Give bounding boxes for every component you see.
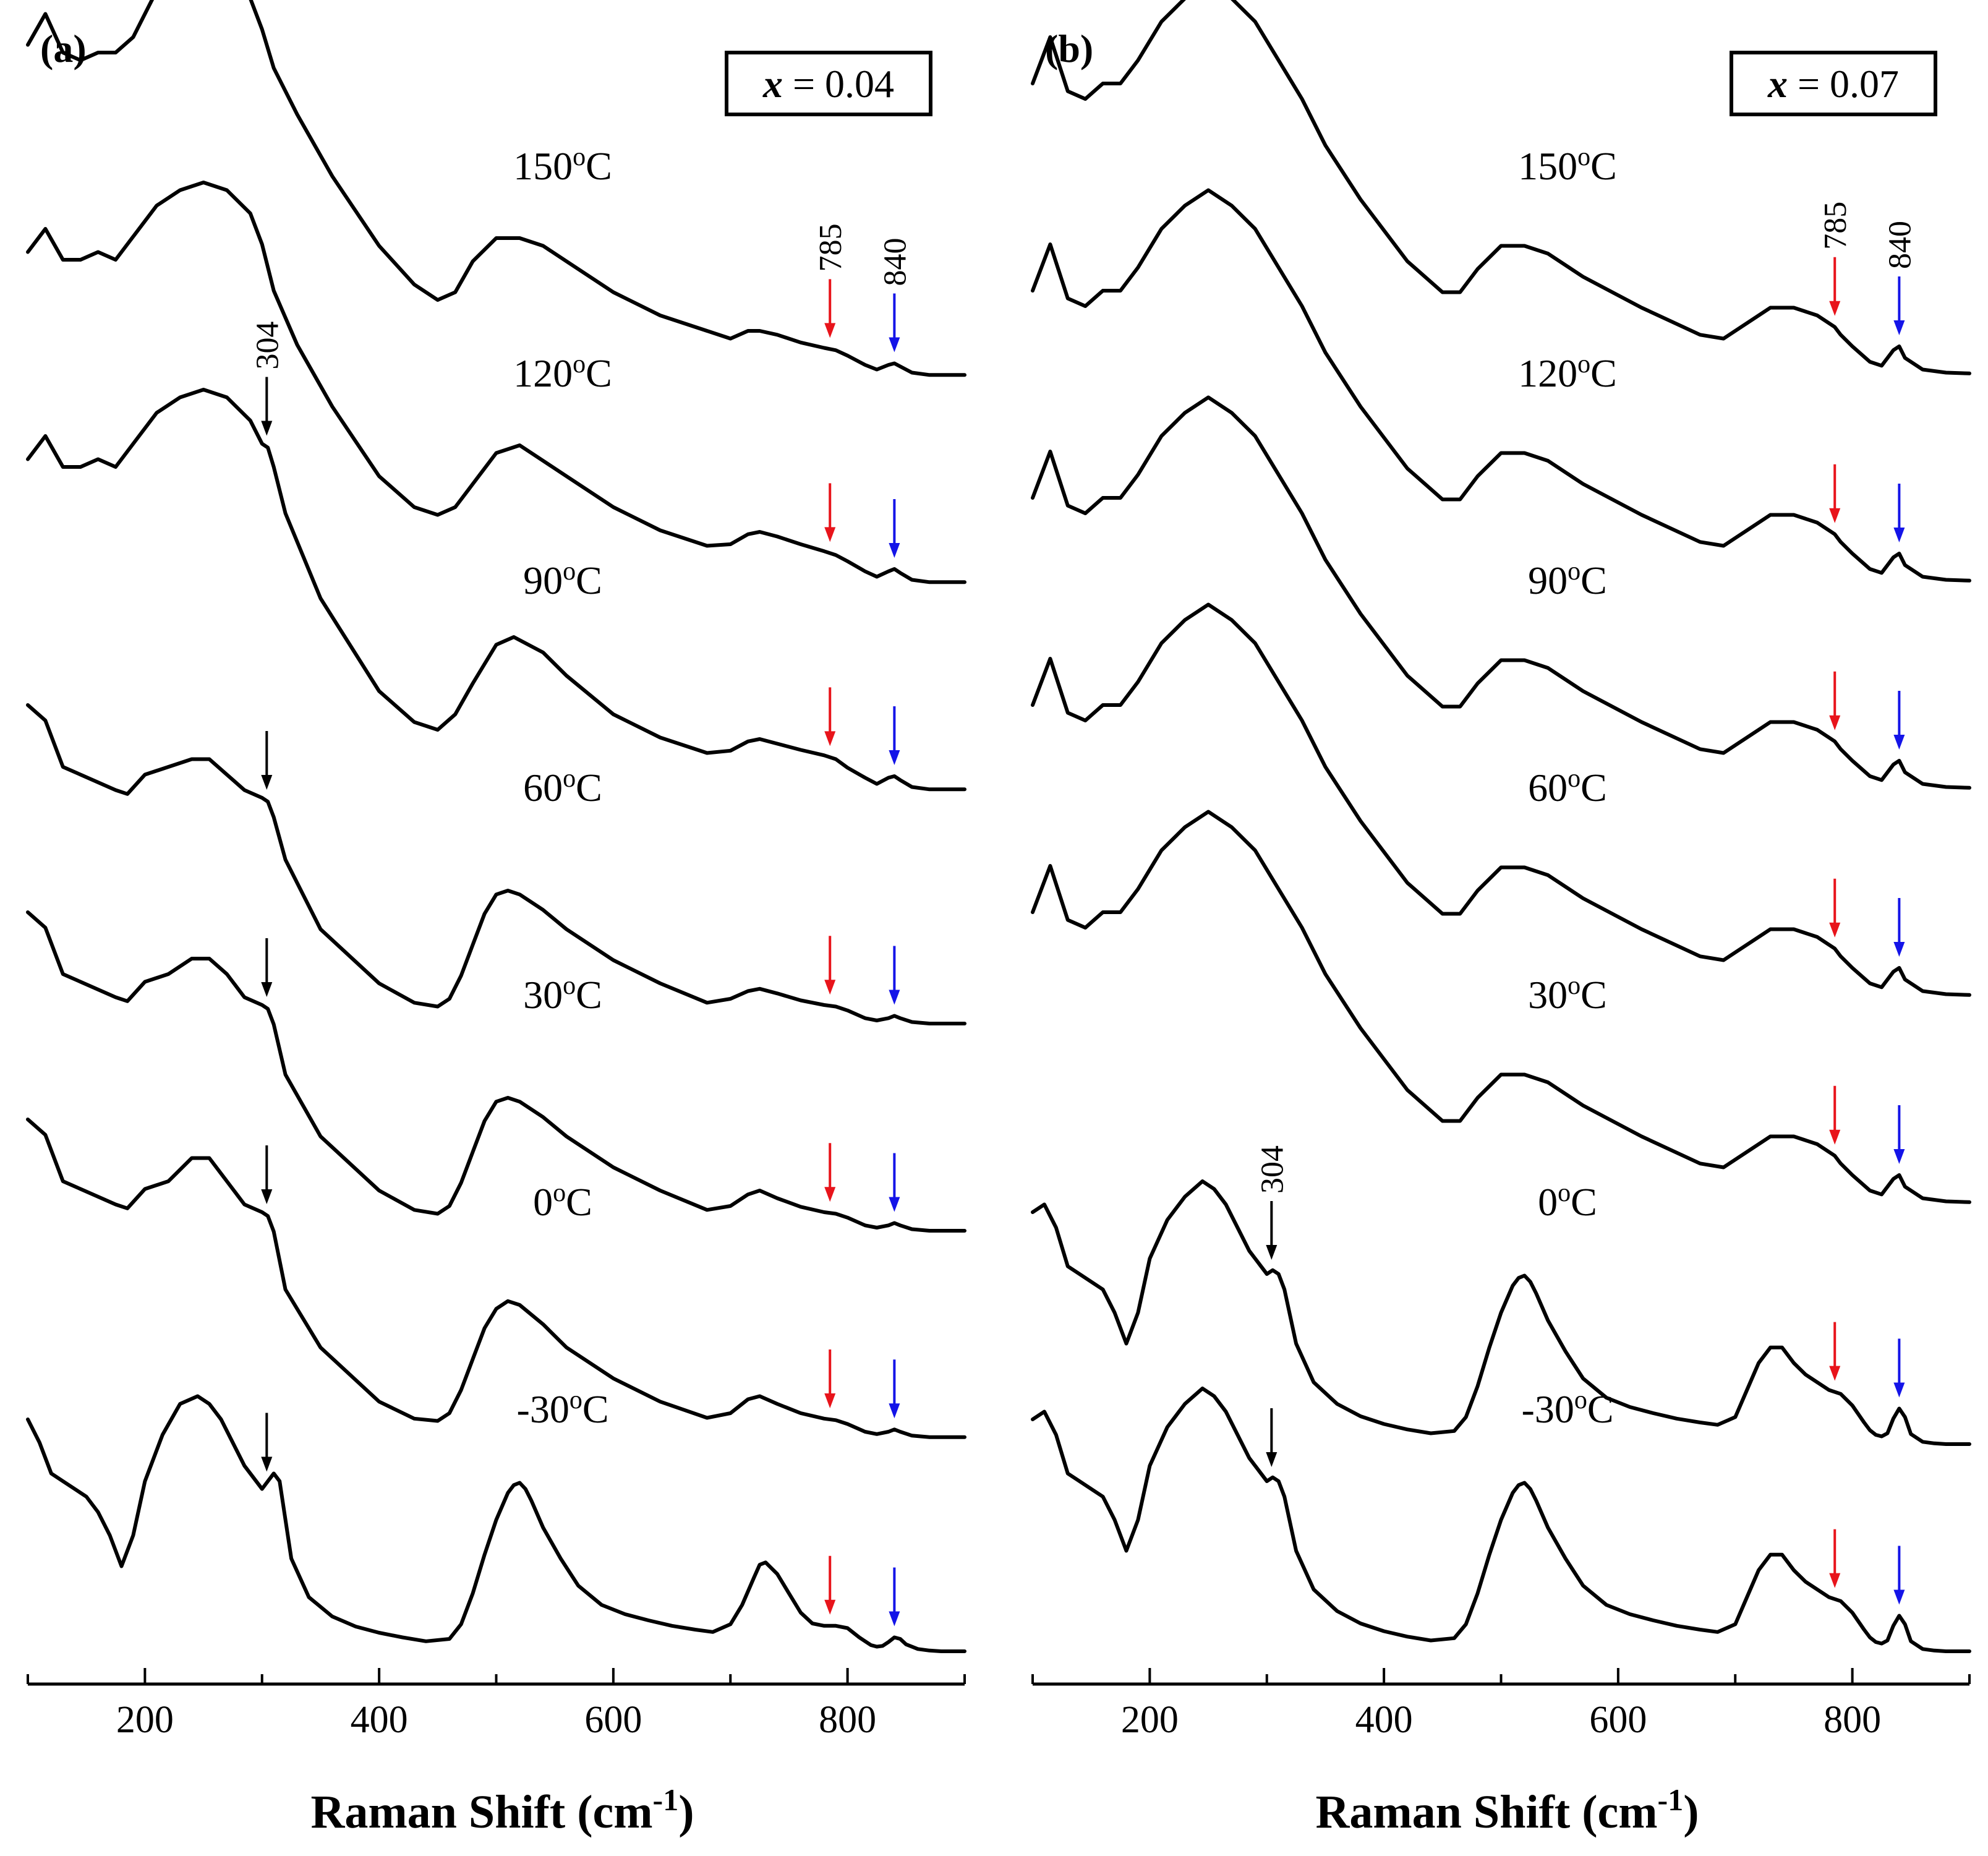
x-tick-label: 800 [1824, 1699, 1881, 1741]
peak-arrowhead-840 [889, 337, 900, 353]
trace--30oC [26, 1394, 966, 1653]
panel-b: (b)x = 0.07150oC120oC90oC60oC30oC0oC-30o… [1031, 0, 1971, 1838]
trace-60oC [1031, 602, 1971, 997]
temp-label: 90oC [523, 557, 602, 602]
temp-label: 90oC [1528, 557, 1607, 602]
temp-label: 60oC [523, 764, 602, 810]
temp-label: 0oC [1538, 1179, 1597, 1224]
peak-arrowhead-840 [889, 1197, 900, 1212]
peak-label-304: 304 [250, 322, 285, 370]
legend-value: = 0.04 [783, 62, 894, 106]
peak-arrowhead-840 [889, 990, 900, 1005]
peak-label-840: 840 [877, 238, 913, 286]
temp-label: -30oC [1522, 1386, 1614, 1431]
peak-arrowhead-785 [1829, 922, 1841, 938]
x-tick-label: 400 [1355, 1699, 1413, 1741]
peak-arrowhead-785 [1829, 715, 1841, 730]
x-tick-label: 200 [1121, 1699, 1179, 1741]
temp-label: 30oC [1528, 972, 1607, 1017]
peak-arrowhead-840 [889, 750, 900, 765]
legend-box [1730, 51, 1937, 116]
legend-value: = 0.07 [1788, 62, 1899, 106]
peak-arrowhead-304 [261, 982, 273, 997]
trace-120oC [1031, 188, 1971, 583]
temp-label: 150oC [1518, 143, 1617, 188]
legend-text: x = 0.07 [1767, 62, 1899, 106]
x-tick-label: 600 [1589, 1699, 1647, 1741]
peak-label-840: 840 [1882, 221, 1918, 269]
peak-arrowhead-304 [1266, 1245, 1278, 1260]
peak-arrowhead-785 [1829, 1366, 1841, 1381]
peak-arrowhead-304 [261, 775, 273, 790]
panel-label: (a) [40, 27, 87, 71]
legend-box [725, 51, 932, 116]
peak-arrowhead-840 [1893, 735, 1905, 750]
peak-arrowhead-785 [824, 1187, 836, 1202]
trace-120oC [26, 181, 966, 584]
x-tick-label: 400 [351, 1699, 408, 1741]
peak-label-785: 785 [1818, 202, 1853, 250]
peak-arrowhead-785 [824, 323, 836, 338]
trace-150oC [1031, 0, 1971, 375]
x-tick-label: 200 [116, 1699, 174, 1741]
x-tick-label: 600 [584, 1699, 642, 1741]
peak-arrowhead-785 [824, 980, 836, 995]
x-axis-title: Raman Shift (cm-1) [1315, 1782, 1699, 1838]
peak-arrowhead-785 [824, 731, 836, 746]
peak-label-785: 785 [813, 223, 848, 272]
legend-variable: x [762, 62, 783, 106]
peak-label-304: 304 [1255, 1145, 1290, 1194]
temp-label: 120oC [513, 350, 612, 395]
peak-arrowhead-840 [1893, 1589, 1905, 1605]
peak-arrowhead-304 [1266, 1452, 1278, 1467]
legend-text: x = 0.04 [762, 62, 894, 106]
peak-arrowhead-840 [889, 543, 900, 558]
peak-arrowhead-785 [824, 1599, 836, 1615]
trace-150oC [26, 0, 966, 377]
panel-a: (a) x = 0.04 150oC 120oC 90oC 60oC 30oC 0oC -30o… [26, 0, 966, 1838]
peak-arrowhead-840 [1893, 1382, 1905, 1398]
peak-arrowhead-304 [261, 421, 273, 436]
peak-arrowhead-304 [261, 1189, 273, 1204]
peak-arrowhead-785 [1829, 1129, 1841, 1145]
temp-label: 0oC [533, 1179, 592, 1224]
trace-90oC [1031, 395, 1971, 790]
temp-label: 60oC [1528, 764, 1607, 810]
peak-arrowhead-840 [1893, 1149, 1905, 1164]
peak-arrowhead-840 [889, 1403, 900, 1419]
trace--30oC [1031, 1387, 1971, 1653]
peak-arrowhead-840 [1893, 528, 1905, 542]
peak-arrowhead-785 [1829, 301, 1841, 316]
trace-30oC [26, 910, 966, 1233]
trace-0oC [26, 1118, 966, 1439]
peak-arrowhead-840 [1893, 320, 1905, 335]
temp-label: -30oC [517, 1386, 609, 1431]
peak-arrowhead-785 [1829, 1573, 1841, 1588]
temp-label: 150oC [513, 143, 612, 188]
peak-arrowhead-304 [261, 1456, 273, 1472]
legend-variable: x [1767, 62, 1788, 106]
temp-label: 30oC [523, 972, 602, 1017]
trace-90oC [26, 388, 966, 792]
x-axis-title: Raman Shift (cm-1) [310, 1782, 694, 1838]
trace-0oC [1031, 1179, 1971, 1446]
peak-arrowhead-785 [824, 527, 836, 542]
peak-arrowhead-785 [824, 1393, 836, 1408]
trace-60oC [26, 703, 966, 1025]
temp-label: 120oC [1518, 350, 1617, 395]
peak-arrowhead-785 [1829, 508, 1841, 523]
peak-arrowhead-840 [1893, 942, 1905, 957]
peak-arrowhead-840 [889, 1611, 900, 1627]
trace-30oC [1031, 810, 1971, 1204]
x-tick-label: 800 [819, 1699, 876, 1741]
